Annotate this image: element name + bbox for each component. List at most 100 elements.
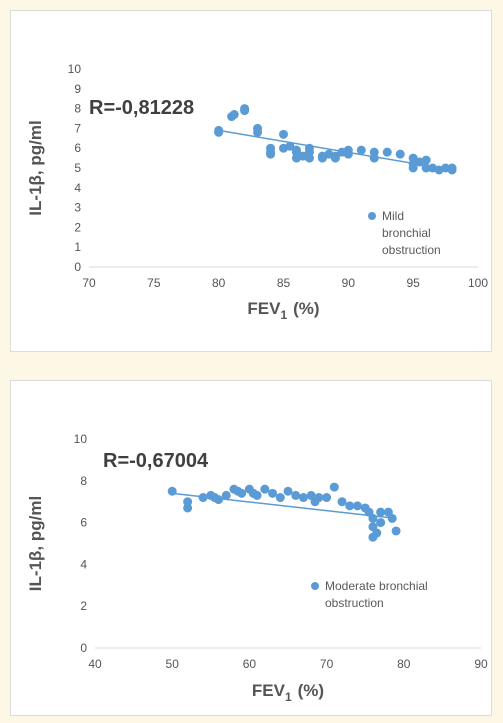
- y-tick-label: 0: [74, 260, 81, 274]
- data-point: [382, 147, 392, 157]
- x-axis-title-subscript: 1: [285, 690, 292, 704]
- legend-label-line: bronchial: [382, 226, 431, 240]
- legend-label-line: Moderate bronchial: [325, 579, 428, 593]
- data-point: [345, 501, 355, 511]
- data-point: [330, 151, 340, 161]
- data-point: [252, 490, 262, 500]
- correlation-label: R=-0,81228: [89, 97, 194, 119]
- data-point: [167, 486, 177, 496]
- y-tick-label: 5: [74, 161, 81, 175]
- data-point: [253, 127, 263, 137]
- x-tick-label: 50: [166, 657, 180, 671]
- data-point: [329, 482, 339, 492]
- data-point: [408, 163, 418, 173]
- data-point: [376, 507, 386, 517]
- data-point: [283, 486, 293, 496]
- x-axis-title: FEV1 (%): [247, 299, 319, 322]
- legend-label-line: obstruction: [382, 243, 441, 257]
- y-tick-label: 4: [80, 557, 87, 571]
- data-point: [260, 484, 270, 494]
- y-tick-label: 10: [68, 62, 82, 76]
- x-tick-label: 75: [147, 276, 161, 290]
- x-tick-label: 100: [468, 276, 488, 290]
- x-tick-label: 90: [474, 657, 488, 671]
- data-point: [304, 143, 314, 153]
- y-tick-label: 9: [74, 82, 81, 96]
- y-tick-label: 2: [80, 599, 87, 613]
- y-tick-label: 6: [74, 141, 81, 155]
- data-point: [240, 104, 250, 114]
- correlation-label: R=-0,67004: [103, 450, 209, 472]
- data-point: [291, 490, 301, 500]
- data-point: [322, 493, 332, 503]
- x-axis-title-unit: (%): [298, 681, 324, 700]
- x-axis-title-subscript: 1: [280, 308, 287, 322]
- y-tick-label: 10: [74, 432, 88, 446]
- data-point: [268, 488, 278, 498]
- chart-panel-moderate: 0 2 4 6 8 10 40 50 60 70 80 90 IL-1β, pg/ml FEV1 (%) R=…: [10, 380, 492, 716]
- data-point: [198, 493, 208, 503]
- data-point: [285, 141, 295, 151]
- y-axis-title: IL-1β, pg/ml: [26, 120, 45, 215]
- data-point: [387, 513, 397, 523]
- x-tick-label: 60: [243, 657, 257, 671]
- data-point: [395, 149, 405, 159]
- data-point: [237, 488, 247, 498]
- data-point: [183, 503, 193, 513]
- data-point: [337, 497, 347, 507]
- y-tick-label: 2: [74, 220, 81, 234]
- y-tick-label: 3: [74, 201, 81, 215]
- x-tick-label: 70: [82, 276, 96, 290]
- data-point: [391, 526, 401, 536]
- y-tick-label: 8: [74, 102, 81, 116]
- data-point: [266, 149, 276, 159]
- legend-label-line: obstruction: [325, 596, 384, 610]
- legend-label-line: Mild: [382, 209, 404, 223]
- data-point: [314, 493, 324, 503]
- x-tick-label: 40: [88, 657, 102, 671]
- data-point: [421, 163, 431, 173]
- y-tick-label: 7: [74, 121, 81, 135]
- x-tick-label: 80: [212, 276, 226, 290]
- x-tick-label: 95: [406, 276, 420, 290]
- y-tick-label: 1: [74, 240, 81, 254]
- data-point: [279, 129, 288, 139]
- y-tick-label: 4: [74, 181, 81, 195]
- data-point: [229, 110, 239, 120]
- data-point: [368, 513, 378, 523]
- legend-marker: [311, 582, 319, 590]
- data-point: [275, 493, 285, 503]
- data-point: [183, 497, 193, 507]
- data-point: [447, 163, 457, 173]
- data-point: [214, 127, 224, 137]
- y-tick-label: 8: [80, 474, 87, 488]
- chart-panel-mild: 0 1 2 3 4 5 6 7 8 9 10 70 75 80 85 90 95 100 IL-1β, pg/ml F…: [10, 10, 492, 352]
- x-axis-title-main: FEV: [247, 299, 281, 318]
- scatter-chart-mild: 0 1 2 3 4 5 6 7 8 9 10 70 75 80 85 90 95 100 IL-1β, pg/ml F…: [26, 62, 488, 322]
- y-tick-label: 0: [80, 641, 87, 655]
- x-tick-label: 90: [342, 276, 356, 290]
- x-tick-label: 85: [277, 276, 291, 290]
- x-axis-title-unit: (%): [293, 299, 319, 318]
- data-point: [214, 495, 224, 505]
- y-axis-title: IL-1β, pg/ml: [26, 496, 45, 591]
- data-point: [356, 145, 366, 155]
- x-axis-title: FEV1 (%): [252, 681, 324, 704]
- data-point: [291, 145, 301, 155]
- data-point: [352, 501, 362, 511]
- data-point: [343, 149, 353, 159]
- legend-marker: [368, 212, 376, 220]
- x-tick-label: 80: [397, 657, 411, 671]
- data-point: [221, 490, 231, 500]
- data-point: [376, 518, 386, 528]
- y-tick-label: 6: [80, 516, 87, 530]
- data-point: [421, 155, 431, 165]
- scatter-chart-moderate: 0 2 4 6 8 10 40 50 60 70 80 90 IL-1β, pg/ml FEV1 (%) R=…: [26, 432, 488, 704]
- legend-label: Mild bronchial obstruction: [382, 209, 441, 257]
- legend-label: Moderate bronchial obstruction: [325, 579, 428, 610]
- data-point: [372, 528, 382, 538]
- data-point: [369, 147, 379, 157]
- x-axis-title-main: FEV: [252, 681, 286, 700]
- x-tick-label: 70: [320, 657, 334, 671]
- data-point: [298, 493, 308, 503]
